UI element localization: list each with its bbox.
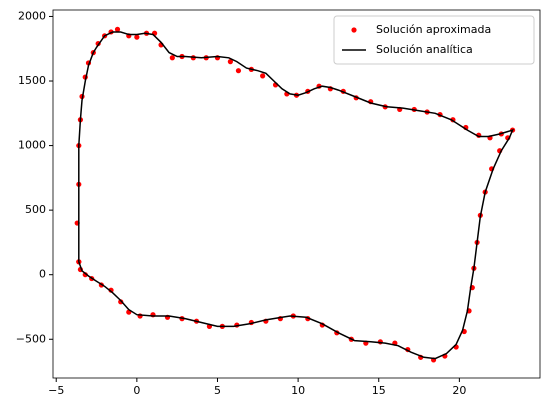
legend-label: Solución analítica — [376, 43, 473, 56]
data-point — [108, 287, 114, 293]
y-tick-label: −500 — [16, 332, 46, 345]
y-tick-label: 2000 — [18, 9, 46, 22]
x-tick-label: 0 — [133, 384, 140, 397]
y-tick-label: 500 — [25, 203, 46, 216]
x-tick-label: −5 — [48, 384, 64, 397]
x-tick-label: 5 — [214, 384, 221, 397]
y-tick-label: 1000 — [18, 139, 46, 152]
x-tick-label: 10 — [291, 384, 305, 397]
y-tick-label: 0 — [39, 268, 46, 281]
line — [78, 31, 514, 360]
y-tick-label: 1500 — [18, 74, 46, 87]
x-tick-label: 15 — [372, 384, 386, 397]
data-point — [260, 73, 266, 79]
data-point — [134, 34, 140, 40]
legend-label: Solución aproximada — [376, 23, 491, 36]
x-tick-label: 20 — [452, 384, 466, 397]
legend: Solución aproximada Solución analítica — [333, 15, 535, 65]
data-point — [227, 59, 233, 65]
data-point — [114, 26, 121, 32]
data-point — [82, 272, 88, 278]
legend-frame — [333, 15, 535, 65]
legend-marker — [351, 27, 357, 33]
data-point — [169, 55, 175, 61]
plot-frame — [52, 9, 541, 379]
data-point — [235, 68, 242, 74]
